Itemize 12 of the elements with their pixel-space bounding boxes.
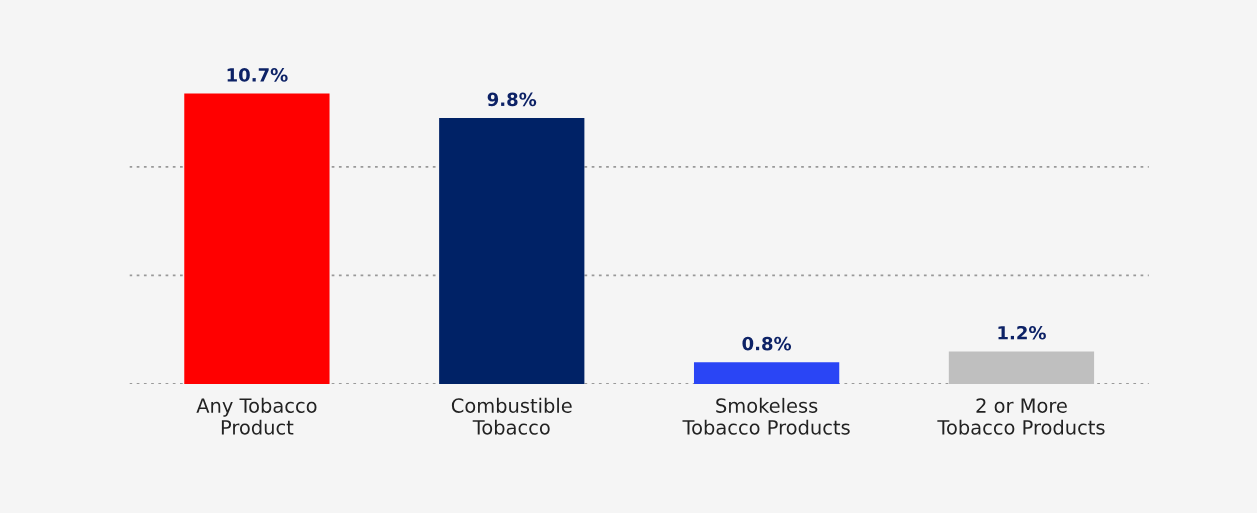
bar [948, 351, 1095, 384]
bar [184, 93, 330, 384]
x-tick-label: Any Tobacco Product [196, 397, 317, 435]
x-tick-label: 2 or More Tobacco Products [937, 398, 1105, 435]
data-label: 10.7% [227, 68, 288, 82]
data-label: 9.8% [487, 92, 537, 107]
x-tick-label: Smokeless Tobacco Products [682, 397, 850, 435]
bar [693, 362, 840, 384]
data-label: 0.8% [742, 336, 792, 351]
bar [439, 118, 585, 384]
data-label: 1.2% [998, 325, 1046, 340]
x-tick-label: Combustible Tobacco [451, 397, 572, 435]
